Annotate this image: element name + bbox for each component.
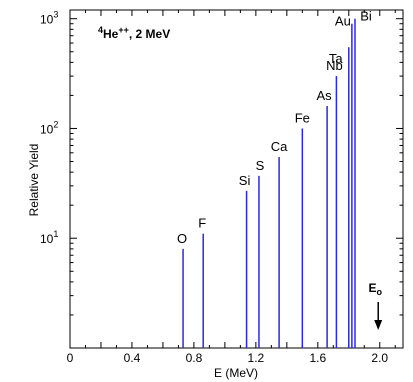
- axis-ticks: [69, 10, 403, 349]
- e0-marker: Eo: [368, 281, 382, 330]
- x-tick-label: 0: [67, 351, 74, 365]
- annotation-text: 4He++, 2 MeV: [98, 25, 170, 41]
- x-tick-label: 1.6: [309, 351, 326, 365]
- peak-label: As: [317, 88, 333, 103]
- peak-label: S: [256, 158, 265, 173]
- peak-label: F: [198, 216, 206, 231]
- x-tick-label: 2.0: [371, 351, 388, 365]
- y-tick-labels: 101 102 103: [40, 10, 58, 247]
- x-tick-label: 0.4: [124, 351, 141, 365]
- e0-arrow-head: [374, 320, 383, 330]
- peak-label: Bi: [360, 9, 372, 24]
- peak-label: Au: [335, 14, 351, 29]
- plot-frame: [69, 9, 404, 349]
- x-tick-label: 1.2: [248, 351, 265, 365]
- y-axis-label: Relative Yield: [27, 144, 41, 217]
- e0-label: Eo: [368, 281, 382, 297]
- peak-label: Ca: [271, 139, 288, 154]
- y-tick-label: 101: [40, 229, 58, 246]
- x-tick-label: 0.8: [186, 351, 203, 365]
- peak-lines: [182, 18, 356, 348]
- peak-label: O: [177, 231, 187, 246]
- y-tick-label: 103: [40, 10, 58, 27]
- x-axis-label: E (MeV): [214, 366, 258, 380]
- peak-label: Ta: [329, 51, 344, 66]
- y-tick-label: 102: [40, 119, 58, 136]
- x-tick-labels: 0 0.4 0.8 1.2 1.6 2.0: [67, 351, 389, 365]
- peak-label: Fe: [295, 110, 310, 125]
- peak-label: Nb: [326, 58, 343, 73]
- peak-label: Si: [239, 173, 251, 188]
